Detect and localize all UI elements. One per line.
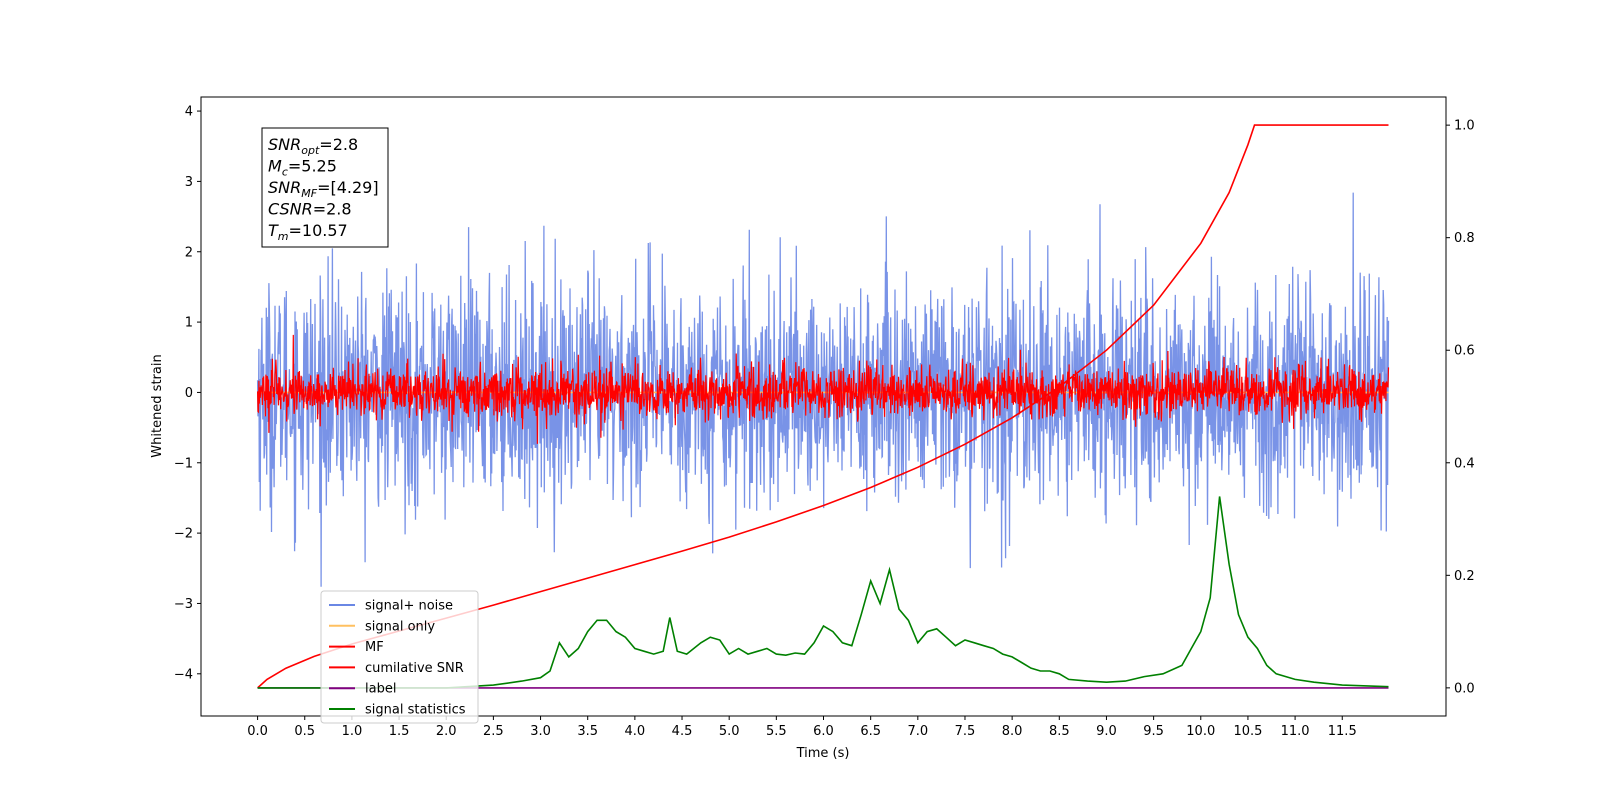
x-tick-label: 4.5 [672,724,693,739]
y-axis-label: Whitened strain [150,354,165,457]
y2-tick-label: 0.8 [1454,231,1475,246]
legend-label-signal-only: signal only [365,619,435,634]
y2-tick-label: 0.6 [1454,344,1475,359]
y2-tick-label: 0.2 [1454,569,1475,584]
annotation-line: SNRopt=2.8 [268,135,358,157]
legend-label-cumilative-snr: cumilative SNR [365,661,464,676]
x-tick-label: 5.0 [719,724,740,739]
x-tick-label: 0.0 [247,724,268,739]
x-tick-label: 3.0 [530,724,551,739]
x-axis-label: Time (s) [796,746,850,761]
x-tick-label: 0.5 [294,724,315,739]
annotation-line: Tm=10.57 [268,221,348,243]
annotation-line: CSNR=2.8 [268,200,352,219]
x-tick-label: 9.5 [1143,724,1164,739]
annotation-line: SNRMF=[4.29] [268,178,379,200]
y2-tick-label: 0.0 [1454,681,1475,696]
x-tick-label: 10.0 [1186,724,1215,739]
x-tick-label: 10.5 [1233,724,1262,739]
legend-label-label: label [365,682,396,697]
y-tick-label: 1 [185,316,193,331]
annotation-line: Mc=5.25 [268,157,337,179]
x-tick-label: 1.5 [389,724,410,739]
y-tick-label: 2 [185,245,193,260]
x-tick-label: 2.0 [436,724,457,739]
legend-label-mf: MF [365,640,384,655]
x-tick-label: 9.0 [1096,724,1117,739]
x-axis: 0.0 0.5 1.0 1.5 2.0 2.5 3.0 3.5 4.0 4.5 5.0 5.5 6.0 6… [247,716,1357,739]
series-signal-statistics-line [257,496,1389,689]
y-axis-left: −4 −3 −2 −1 0 1 2 3 4 [174,105,201,682]
y-tick-label: 3 [185,175,193,190]
legend-frame [320,590,479,724]
x-tick-label: 1.0 [342,724,363,739]
y-tick-label: 0 [185,386,193,401]
x-tick-label: 6.5 [860,724,881,739]
x-tick-label: 8.0 [1002,724,1023,739]
x-tick-label: 3.5 [577,724,598,739]
x-tick-label: 7.5 [955,724,976,739]
x-tick-label: 11.0 [1281,724,1310,739]
annotation-frame [261,127,389,248]
x-tick-label: 5.5 [766,724,787,739]
x-tick-label: 8.5 [1049,724,1070,739]
x-tick-label: 2.5 [483,724,504,739]
series-mf-line [257,334,1390,444]
legend: signal+ noise signal only MF cumilative SNR… [320,590,479,724]
y-axis-right: 0.0 0.2 0.4 0.6 0.8 1.0 [1446,119,1475,696]
legend-label-signal-statistics: signal statistics [365,703,466,718]
x-tick-label: 7.0 [907,724,928,739]
series-signal-noise-line [256,192,1390,587]
y-tick-label: −4 [174,667,193,682]
x-tick-label: 4.0 [625,724,646,739]
y-tick-label: −1 [174,456,193,471]
y-tick-label: −2 [174,527,193,542]
y-tick-label: 4 [185,105,193,120]
x-tick-label: 11.5 [1328,724,1357,739]
x-tick-label: 6.0 [813,724,834,739]
legend-label-signal-noise: signal+ noise [365,599,453,614]
y-tick-label: −3 [174,597,193,612]
y2-tick-label: 0.4 [1454,456,1475,471]
y2-tick-label: 1.0 [1454,119,1475,134]
